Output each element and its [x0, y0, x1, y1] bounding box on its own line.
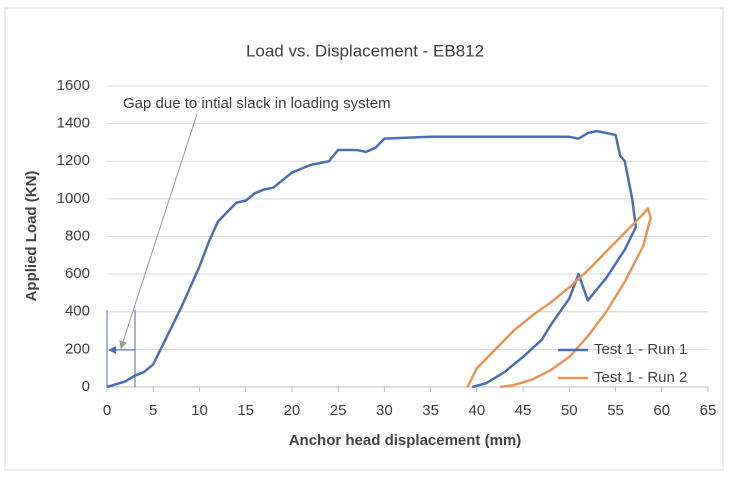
- series-line: [106, 129, 638, 389]
- y-tick-label: 400: [65, 303, 90, 320]
- y-tick-label: 1000: [57, 190, 90, 207]
- y-tick-label: 1400: [57, 115, 90, 132]
- x-axis-label: Anchor head displacement (mm): [289, 432, 522, 449]
- x-tick-label: 15: [237, 402, 254, 419]
- x-tick-label: 0: [103, 402, 111, 419]
- y-axis-label: Applied Load (KN): [23, 171, 40, 302]
- x-tick-label: 20: [284, 402, 301, 419]
- legend-label: Test 1 - Run 1: [594, 341, 687, 358]
- x-tick-label: 60: [653, 402, 670, 419]
- y-tick-label: 0: [82, 378, 90, 395]
- x-tick-label: 65: [700, 402, 717, 419]
- x-tick-label: 45: [515, 402, 532, 419]
- x-tick-label: 55: [607, 402, 624, 419]
- legend-label: Test 1 - Run 2: [594, 369, 687, 386]
- x-tick-label: 35: [422, 402, 439, 419]
- chart-frame: [4, 7, 724, 471]
- y-tick-label: 600: [65, 265, 90, 282]
- series-line: [466, 207, 652, 389]
- x-tick-label: 5: [149, 402, 157, 419]
- y-tick-label: 1600: [57, 77, 90, 94]
- x-tick-label: 10: [191, 402, 208, 419]
- x-tick-label: 50: [561, 402, 578, 419]
- annotation-arrow: [119, 113, 198, 349]
- y-tick-label: 800: [65, 227, 90, 244]
- annotation: Gap due to intial slack in loading syste…: [123, 95, 391, 112]
- y-tick-label: 1200: [57, 152, 90, 169]
- x-tick-label: 25: [330, 402, 347, 419]
- y-tick-label: 200: [65, 340, 90, 357]
- x-tick-label: 40: [469, 402, 486, 419]
- chart-title: Load vs. Displacement - EB812: [246, 41, 484, 60]
- x-tick-label: 30: [376, 402, 393, 419]
